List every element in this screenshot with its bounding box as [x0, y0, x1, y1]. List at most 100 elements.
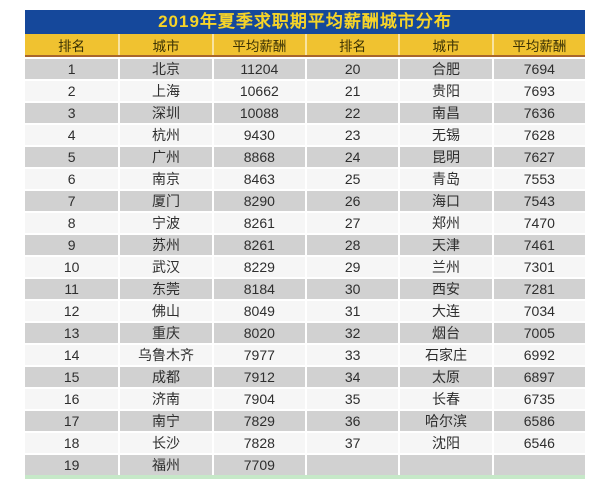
cell-city: 佛山 — [118, 301, 211, 321]
cell-rank: 29 — [305, 257, 398, 277]
cell-salary: 7912 — [211, 367, 305, 387]
cell-city: 烟台 — [398, 323, 491, 343]
cell-city: 大连 — [398, 301, 491, 321]
cell-salary: 7904 — [211, 389, 305, 409]
cell-rank: 4 — [67, 127, 76, 143]
cell-salary: 7636 — [491, 103, 585, 123]
cell-rank: 37 — [305, 433, 398, 453]
cell-city: 广州 — [118, 147, 211, 167]
table-row: 17 南宁 7829 36 哈尔滨 6586 — [25, 411, 585, 431]
cell-rank: 14 — [63, 347, 80, 363]
cell-city: 青岛 — [398, 169, 491, 189]
cell-city: 石家庄 — [398, 345, 491, 365]
cell-rank: 16 — [63, 391, 80, 407]
cell-salary: 8261 — [211, 213, 305, 233]
cell-city: 济南 — [118, 389, 211, 409]
table-row: 19 福州 7709 — [25, 455, 585, 475]
cell-salary: 10662 — [211, 81, 305, 101]
cell-city: 宁波 — [118, 213, 211, 233]
footer-strip — [25, 473, 585, 479]
cell-rank: 5 — [67, 149, 76, 165]
cell-city: 深圳 — [118, 103, 211, 123]
cell-city: 南宁 — [118, 411, 211, 431]
table-row: 10 武汉 8229 29 兰州 7301 — [25, 257, 585, 277]
cell-salary: 7977 — [211, 345, 305, 365]
cell-city: 海口 — [398, 191, 491, 211]
cell-city: 杭州 — [118, 125, 211, 145]
cell-salary — [491, 455, 585, 475]
cell-salary: 7694 — [491, 59, 585, 79]
cell-rank: 9 — [67, 237, 76, 253]
cell-rank: 35 — [305, 389, 398, 409]
cell-city: 南昌 — [398, 103, 491, 123]
cell-city: 兰州 — [398, 257, 491, 277]
cell-city: 贵阳 — [398, 81, 491, 101]
cell-city: 合肥 — [398, 59, 491, 79]
cell-rank: 10 — [63, 259, 80, 275]
cell-salary: 8261 — [211, 235, 305, 255]
table-row: 2 上海 10662 21 贵阳 7693 — [25, 81, 585, 101]
cell-salary: 9430 — [211, 125, 305, 145]
header-rank-right: 排名 — [305, 34, 398, 55]
cell-salary: 8020 — [211, 323, 305, 343]
cell-city: 南京 — [118, 169, 211, 189]
cell-salary: 8049 — [211, 301, 305, 321]
cell-city: 苏州 — [118, 235, 211, 255]
cell-salary: 7543 — [491, 191, 585, 211]
table-row: 3 深圳 10088 22 南昌 7636 — [25, 103, 585, 123]
cell-rank: 1 — [67, 61, 76, 77]
table-row: 14 乌鲁木齐 7977 33 石家庄 6992 — [25, 345, 585, 365]
cell-rank: 15 — [63, 369, 80, 385]
table-row: 4 杭州 9430 23 无锡 7628 — [25, 125, 585, 145]
salary-table: 2019年夏季求职期平均薪酬城市分布 排名 城市 平均薪酬 排名 城市 平均薪酬… — [25, 10, 585, 479]
cell-salary: 6735 — [491, 389, 585, 409]
cell-city: 长沙 — [118, 433, 211, 453]
table-row: 11 东莞 8184 30 西安 7281 — [25, 279, 585, 299]
cell-salary: 8229 — [211, 257, 305, 277]
cell-salary: 6992 — [491, 345, 585, 365]
cell-rank: 24 — [305, 147, 398, 167]
cell-rank: 27 — [305, 213, 398, 233]
cell-city: 天津 — [398, 235, 491, 255]
table-header: 排名 城市 平均薪酬 排名 城市 平均薪酬 — [25, 34, 585, 57]
cell-city: 北京 — [118, 59, 211, 79]
header-city-left: 城市 — [118, 34, 211, 55]
cell-salary: 11204 — [211, 59, 305, 79]
header-city-right: 城市 — [398, 34, 491, 55]
cell-salary: 7693 — [491, 81, 585, 101]
cell-salary: 6546 — [491, 433, 585, 453]
cell-city: 重庆 — [118, 323, 211, 343]
cell-city: 乌鲁木齐 — [118, 345, 211, 365]
cell-salary: 7627 — [491, 147, 585, 167]
cell-salary: 8184 — [211, 279, 305, 299]
cell-rank: 21 — [305, 81, 398, 101]
cell-city: 无锡 — [398, 125, 491, 145]
cell-salary: 7461 — [491, 235, 585, 255]
table-title: 2019年夏季求职期平均薪酬城市分布 — [25, 10, 585, 34]
table-row: 9 苏州 8261 28 天津 7461 — [25, 235, 585, 255]
table-row: 13 重庆 8020 32 烟台 7005 — [25, 323, 585, 343]
cell-rank: 8 — [67, 215, 76, 231]
cell-rank: 22 — [305, 103, 398, 123]
table-row: 5 广州 8868 24 昆明 7627 — [25, 147, 585, 167]
cell-rank: 34 — [305, 367, 398, 387]
table-row: 6 南京 8463 25 青岛 7553 — [25, 169, 585, 189]
cell-rank: 30 — [305, 279, 398, 299]
table-row: 7 厦门 8290 26 海口 7543 — [25, 191, 585, 211]
table-row: 15 成都 7912 34 太原 6897 — [25, 367, 585, 387]
cell-rank: 6 — [67, 171, 76, 187]
cell-rank: 2 — [67, 83, 76, 99]
table-row: 16 济南 7904 35 长春 6735 — [25, 389, 585, 409]
table-row: 18 长沙 7828 37 沈阳 6546 — [25, 433, 585, 453]
cell-city: 郑州 — [398, 213, 491, 233]
cell-salary: 7829 — [211, 411, 305, 431]
cell-city — [398, 455, 491, 475]
cell-rank: 26 — [305, 191, 398, 211]
cell-rank: 20 — [305, 59, 398, 79]
cell-salary: 7034 — [491, 301, 585, 321]
cell-city: 太原 — [398, 367, 491, 387]
cell-salary: 7005 — [491, 323, 585, 343]
cell-rank: 25 — [305, 169, 398, 189]
cell-salary: 8868 — [211, 147, 305, 167]
cell-salary: 7828 — [211, 433, 305, 453]
